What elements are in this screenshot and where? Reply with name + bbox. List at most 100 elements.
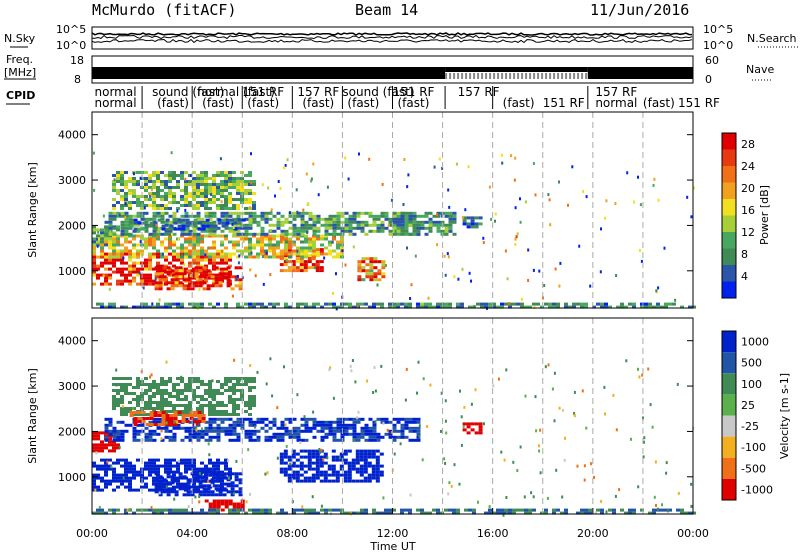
- heatmap-cell: [196, 243, 200, 247]
- heatmap-cell: [508, 508, 512, 512]
- heatmap-cell: [492, 511, 496, 515]
- heatmap-cell: [208, 461, 212, 465]
- heatmap-cell: [524, 511, 528, 515]
- heatmap-cell: [208, 232, 213, 236]
- heatmap-cell: [287, 458, 292, 462]
- heatmap-cell: [96, 228, 100, 232]
- heatmap-cell: [207, 246, 210, 250]
- heatmap-cell: [216, 458, 220, 462]
- heatmap-cell: [176, 485, 180, 489]
- heatmap-cell: [92, 228, 96, 232]
- heatmap-cell: [284, 429, 289, 433]
- heatmap-cell: [400, 426, 405, 430]
- heatmap-cell: [120, 377, 124, 380]
- heatmap-cell: [124, 204, 128, 207]
- heatmap-cell: [335, 476, 340, 480]
- heatmap-cell: [428, 220, 433, 224]
- heatmap-cell: [369, 263, 374, 267]
- heatmap-cell: [236, 223, 241, 227]
- heatmap-cell: [339, 455, 344, 459]
- heatmap-cell: [376, 432, 381, 436]
- heatmap-cell: [200, 234, 204, 238]
- heatmap-cell: [156, 189, 160, 192]
- heatmap-cell: [221, 218, 226, 222]
- heatmap-cell: [381, 183, 384, 186]
- heatmap-cell: [112, 252, 116, 256]
- heatmap-cell: [284, 229, 289, 233]
- heatmap-cell: [124, 186, 128, 189]
- heatmap-cell: [144, 240, 148, 244]
- heatmap-cell: [212, 305, 216, 309]
- heatmap-cell: [474, 431, 479, 435]
- heatmap-cell: [172, 255, 176, 259]
- heatmap-cell: [232, 198, 236, 201]
- heatmap-cell: [448, 205, 451, 209]
- heatmap-cell: [344, 423, 349, 427]
- heatmap-cell: [295, 452, 300, 456]
- heatmap-cell: [324, 511, 328, 515]
- heatmap-cell: [168, 174, 172, 177]
- heatmap-cell: [315, 269, 320, 273]
- heatmap-cell: [296, 211, 301, 215]
- heatmap-cell: [329, 366, 332, 370]
- heatmap-cell: [392, 435, 397, 439]
- heatmap-cell: [347, 449, 352, 453]
- heatmap-cell: [136, 508, 140, 512]
- freq-band-hatch: [549, 73, 552, 79]
- heatmap-cell: [436, 223, 441, 227]
- heatmap-cell: [116, 258, 120, 262]
- heatmap-cell: [236, 177, 240, 180]
- heatmap-cell: [116, 255, 120, 259]
- colorbar-swatch: [722, 248, 736, 265]
- heatmap-cell: [182, 475, 187, 479]
- heatmap-cell: [371, 476, 376, 480]
- heatmap-cell: [144, 180, 148, 183]
- heatmap-cell: [176, 389, 180, 392]
- heatmap-cell: [212, 279, 216, 283]
- heatmap-cell: [204, 204, 208, 207]
- heatmap-cell: [655, 289, 658, 293]
- heatmap-cell: [236, 214, 241, 218]
- heatmap-cell: [296, 229, 301, 233]
- heatmap-cell: [124, 276, 128, 280]
- heatmap-cell: [158, 298, 161, 302]
- heatmap-cell: [108, 255, 112, 259]
- heatmap-cell: [168, 511, 172, 515]
- heatmap-cell: [172, 174, 176, 177]
- freq-band-hatch: [545, 73, 548, 79]
- heatmap-cell: [136, 423, 141, 427]
- heatmap-cell: [248, 240, 252, 244]
- heatmap-cell: [144, 305, 148, 309]
- heatmap-cell: [236, 249, 240, 253]
- heatmap-cell: [315, 458, 320, 462]
- heatmap-cell: [185, 414, 190, 417]
- heatmap-cell: [248, 192, 252, 195]
- heatmap-cell: [319, 464, 324, 468]
- heatmap-cell: [220, 429, 225, 433]
- heatmap-cell: [216, 464, 220, 468]
- heatmap-cell: [299, 455, 304, 459]
- heatmap-cell: [112, 255, 116, 259]
- heatmap-cell: [379, 470, 384, 474]
- heatmap-cell: [156, 305, 160, 309]
- heatmap-cell: [432, 508, 436, 512]
- heatmap-cell: [192, 171, 196, 174]
- heatmap-cell: [474, 422, 479, 426]
- heatmap-cell: [204, 511, 208, 515]
- heatmap-cell: [156, 195, 160, 198]
- heatmap-cell: [319, 260, 324, 264]
- heatmap-cell: [208, 261, 212, 265]
- heatmap-cell: [540, 511, 544, 515]
- heatmap-cell: [168, 220, 173, 224]
- heatmap-cell: [232, 243, 236, 247]
- colorbar-tick-label: 20: [741, 182, 755, 195]
- heatmap-cell: [180, 171, 184, 174]
- heatmap-cell: [136, 229, 141, 233]
- heatmap-cell: [379, 452, 384, 456]
- heatmap-cell: [478, 216, 483, 220]
- heatmap-cell: [200, 183, 204, 186]
- freq-band-hatch: [473, 73, 476, 79]
- heatmap-cell: [260, 229, 265, 233]
- heatmap-cell: [164, 174, 168, 177]
- heatmap-cell: [188, 435, 193, 439]
